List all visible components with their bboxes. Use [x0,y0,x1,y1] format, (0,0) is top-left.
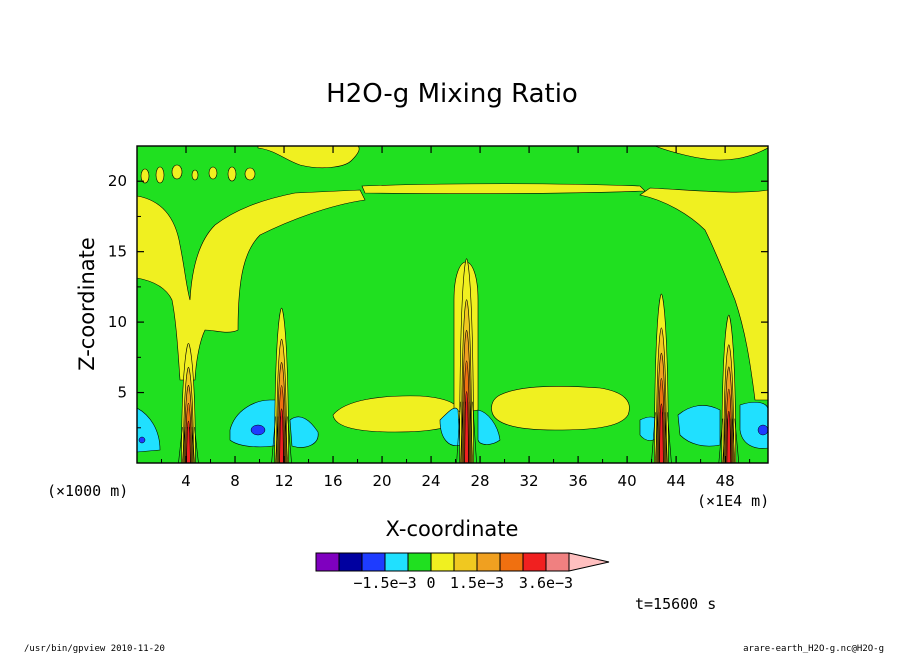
x-tick-label: 36 [569,472,588,490]
column-contour-line [460,401,464,463]
footer-right: arare-earth_H2O-g.nc@H2O-g [743,644,884,654]
column-contour-line [726,418,728,463]
x-tick-label: 20 [373,472,392,490]
column-contour-line [178,427,183,463]
colorbar-swatch [545,552,570,572]
y-tick-label: 5 [117,384,127,402]
y-tick-label: 10 [108,313,127,331]
x-tick-label: 40 [618,472,637,490]
colorbar-tick-label: 0 [426,574,435,592]
column-contour-line [662,412,664,463]
colorbar-swatch [476,552,501,572]
time-label: t=15600 s [635,595,716,613]
colorbar [315,552,610,572]
column-contour-line [732,418,736,463]
x-tick-label: 48 [716,472,735,490]
yellow-band-top [361,183,646,194]
colorbar-labels: −1.5e−3 0 1.5e−3 3.6e−3 [353,574,573,592]
colorbar-tick-label: 1.5e−3 [450,574,504,592]
column-contour-line [464,401,466,463]
x-axis: 4 8 12 16 20 24 28 32 36 40 44 48 [161,146,751,490]
colorbar-swatch [315,552,340,572]
column-contour-line [467,401,469,463]
x-tick-label: 28 [471,472,490,490]
yellow-patch-top-left [257,146,360,169]
colorbar-swatch [499,552,524,572]
yellow-patch-top-right [654,146,768,161]
column-contour-line [729,418,732,463]
column-contour-line [722,418,726,463]
column-contour-line [718,418,724,463]
column-contour-line [191,427,195,463]
column-contour-line [651,412,656,463]
x-tick-label: 32 [520,472,539,490]
chart-title: H2O-g Mixing Ratio [326,79,578,109]
yellow-region-left [137,189,366,381]
plot-frame [136,145,769,464]
convective-columns [178,258,740,463]
footer-left: /usr/bin/gpview 2010-11-20 [24,644,165,654]
colorbar-swatch [407,552,432,572]
colorbar-swatch [453,552,478,572]
top-left-bubbles [140,164,256,184]
x-unit-left: (×1000 m) [47,482,128,500]
column-contour-line [182,427,186,463]
colorbar-arrow [568,552,610,572]
yellow-region-right [639,187,768,401]
colorbar-tick-label: 3.6e−3 [519,574,573,592]
colorbar-swatch [361,552,386,572]
column-contour-line [655,412,659,463]
y-tick-label: 20 [108,172,127,190]
colorbar-swatch [338,552,363,572]
x-axis-title: X-coordinate [386,517,519,541]
x-tick-label: 16 [323,472,342,490]
column-contour-line [271,416,276,463]
column-contour-line [279,416,281,463]
column-contour-line [667,412,672,463]
column-contour-line [456,401,461,463]
x-tick-label: 12 [274,472,293,490]
x-tick-label: 44 [667,472,686,490]
column-contour-line [659,412,661,463]
y-tick-label: 15 [108,243,127,261]
column-contour-line [469,401,473,463]
yellow-lens-center-right [491,385,630,431]
column-contour-line [287,416,292,463]
x-tick-label: 24 [422,472,441,490]
cyan-regions [137,399,768,453]
column-contour-line [282,416,284,463]
column-contour-line [284,416,288,463]
column-contour-line [734,418,740,463]
column-contour-line [194,427,199,463]
y-axis: 5 10 15 20 [108,172,768,429]
x-unit-right: (×1E4 m) [697,492,769,510]
colorbar-tick-label: −1.5e−3 [353,574,416,592]
blue-spots [138,424,768,444]
column-contour-line [664,412,668,463]
colorbar-swatch [384,552,409,572]
y-axis-title: Z-coordinate [75,237,99,371]
x-tick-label: 8 [230,472,240,490]
column-contour-line [275,416,279,463]
plot-area [137,146,768,463]
colorbar-swatch [522,552,547,572]
colorbar-swatch [430,552,455,572]
column-contour-line [472,401,477,463]
column-contour-line [189,427,191,463]
x-tick-label: 4 [181,472,191,490]
